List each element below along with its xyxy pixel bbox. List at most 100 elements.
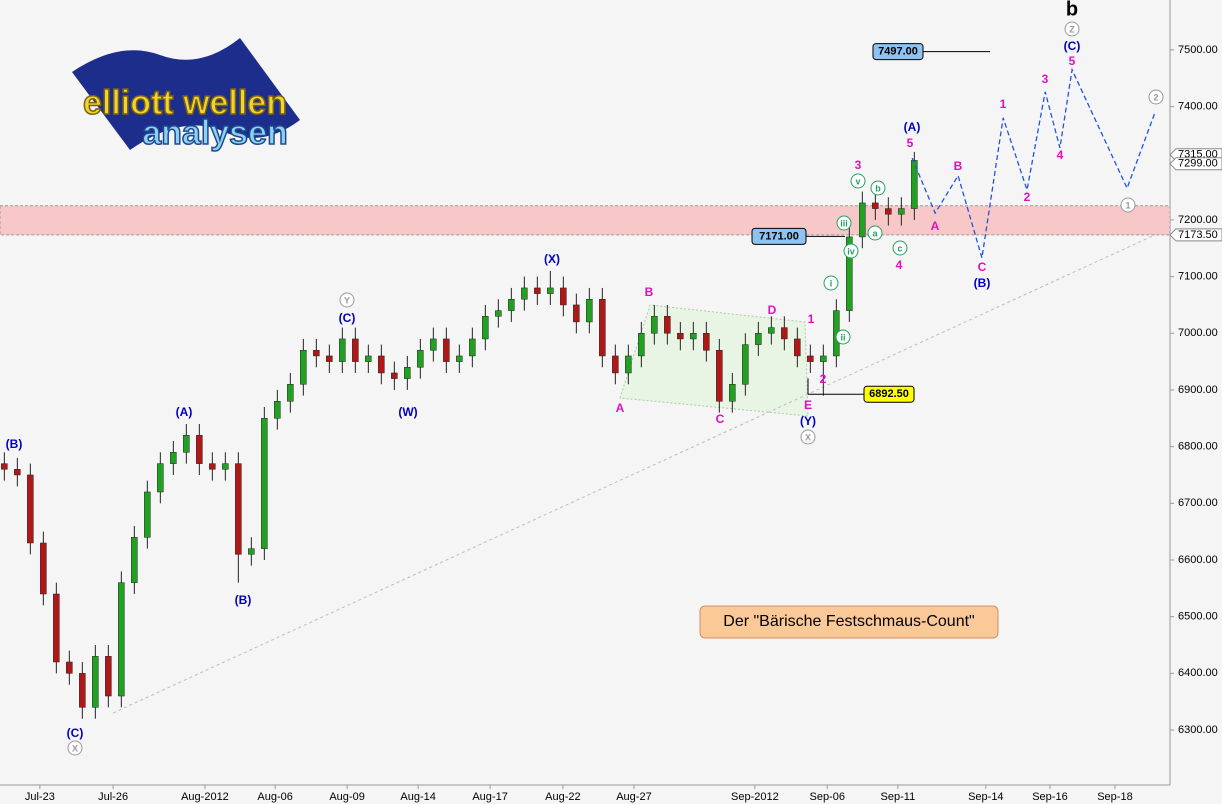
candle-body	[573, 304, 580, 323]
candle-body	[469, 338, 476, 357]
candle-body	[794, 338, 801, 357]
wave-label: Z	[1069, 24, 1075, 34]
wave-label: 2	[1024, 190, 1031, 204]
candle-body	[703, 333, 710, 351]
wave-label: b	[1066, 0, 1078, 20]
y-tick-label: 7000.00	[1178, 327, 1218, 339]
wave-label: (A)	[904, 120, 921, 134]
x-tick-label: Sep-18	[1097, 791, 1132, 803]
candle-body	[612, 355, 619, 374]
candle-body	[755, 333, 762, 345]
wave-label: 2	[1153, 92, 1158, 102]
wave-circle	[843, 243, 859, 259]
candle-body	[547, 287, 554, 294]
candle-body	[222, 463, 229, 470]
price-box	[751, 227, 807, 245]
x-tick-label: Aug-17	[472, 791, 507, 803]
candle-body	[40, 542, 47, 595]
candle-body	[92, 656, 99, 708]
wave-label: (B)	[974, 276, 991, 290]
wave-label: b	[875, 183, 881, 193]
wave-label: 3	[855, 158, 862, 172]
wave-label: (X)	[544, 252, 560, 266]
wave-label: iv	[847, 246, 855, 256]
wave-label: v	[855, 176, 860, 186]
y-tick-label: 7200.00	[1178, 214, 1218, 226]
candle-body	[508, 299, 515, 311]
wave-label: i	[830, 278, 833, 288]
wave-circle	[870, 180, 886, 196]
candle-body	[339, 338, 346, 362]
wave-label: (C)	[67, 726, 84, 740]
wave-label: B	[645, 285, 654, 299]
x-tick-label: Jul-23	[25, 791, 55, 803]
candle-body	[391, 372, 398, 379]
candle-body	[521, 287, 528, 300]
candle-body	[430, 338, 437, 351]
wave-label: (W)	[398, 405, 417, 419]
candle-body	[157, 463, 164, 493]
wave-label: Y	[344, 295, 350, 305]
x-tick-label: Sep-2012	[731, 791, 779, 803]
y-tick-label: 6300.00	[1178, 724, 1218, 736]
candle-body	[846, 236, 853, 311]
wave-label: B	[954, 159, 963, 173]
wave-circle	[67, 740, 83, 756]
candle-body	[599, 299, 606, 357]
candle-body	[365, 355, 372, 362]
logo: elliott wellen analysen	[72, 38, 300, 153]
x-tick-label: Sep-14	[968, 791, 1003, 803]
wave-label: (C)	[339, 311, 356, 325]
candle-body	[651, 316, 658, 334]
resistance-zone	[0, 205, 1171, 236]
wave-circle	[850, 173, 866, 189]
candle-body	[300, 350, 307, 385]
x-tick-label: Aug-2012	[181, 791, 229, 803]
candle-body	[482, 316, 489, 340]
candle-body	[443, 338, 450, 362]
candle-body	[144, 491, 151, 538]
price-box-label: 6892.50	[869, 388, 909, 400]
candle-body	[274, 401, 281, 419]
axis-tag	[1169, 228, 1222, 242]
wave-label: 5	[1069, 54, 1076, 68]
wave-label: E	[804, 398, 812, 412]
wave-circle	[339, 292, 355, 308]
title-frame	[699, 605, 999, 639]
candle-body	[235, 463, 242, 555]
wave-circle	[867, 225, 883, 241]
candle-body	[768, 327, 775, 334]
wave-label: c	[897, 243, 902, 253]
candle-body	[729, 384, 736, 402]
wave-circle	[835, 329, 851, 345]
wave-label: (C)	[1064, 39, 1081, 53]
chart-title: Der "Bärische Festschmaus-Count"	[723, 613, 974, 630]
price-box-label: 7171.00	[759, 230, 799, 242]
candle-body	[248, 548, 255, 555]
candle-body	[495, 310, 502, 317]
y-tick-label: 6600.00	[1178, 554, 1218, 566]
y-tick-label: 7400.00	[1178, 100, 1218, 112]
logo-text: elliott wellen	[83, 84, 287, 122]
wave-circle	[1064, 21, 1080, 37]
candle-body	[456, 355, 463, 362]
candle-body	[664, 316, 671, 334]
wave-circle	[823, 275, 839, 291]
wave-circle	[1148, 89, 1164, 105]
wave-circle	[1120, 197, 1136, 213]
wave-label: 1	[1125, 200, 1130, 210]
candle-body	[53, 593, 60, 663]
x-tick-label: Aug-14	[400, 791, 435, 803]
y-tick-label: 7500.00	[1178, 44, 1218, 56]
x-tick-label: Aug-06	[257, 791, 292, 803]
wave-label: 3	[1042, 72, 1049, 86]
candle-body	[690, 333, 697, 340]
candle-body	[898, 208, 905, 215]
wave-label: (Y)	[800, 414, 816, 428]
wave-label: (B)	[235, 593, 252, 607]
axis-tag-label: 7173.50	[1178, 229, 1218, 241]
wave-label: X	[72, 743, 78, 753]
candle-body	[183, 435, 190, 453]
wave-label: 2	[820, 372, 827, 386]
